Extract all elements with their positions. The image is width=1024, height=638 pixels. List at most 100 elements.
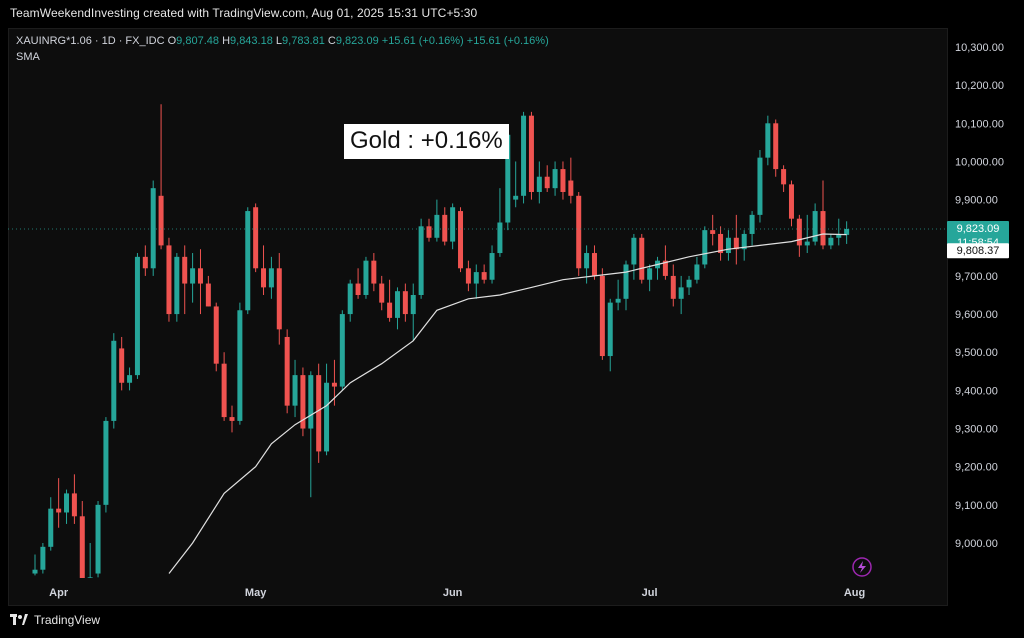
candle-body [387,302,393,318]
sma-price-tag [947,243,1009,259]
candle [615,279,621,311]
candle-body [725,237,731,254]
candle-body [261,268,267,288]
candle [536,161,542,204]
last-price-value: 9,823.09 [957,223,1000,235]
candle [599,268,605,360]
close-label: C [327,35,336,47]
candle-body [205,283,211,307]
candle-body [166,245,172,315]
candle-body [371,260,377,284]
candle-body [40,546,46,570]
candle [434,199,440,242]
candle-body [347,283,353,315]
candle [308,371,314,498]
lightning-icon[interactable] [852,557,872,577]
candle-body [788,184,794,219]
lightning-circle [852,557,872,577]
candle [513,161,519,208]
sma-indicator-label[interactable]: SMA [16,51,40,63]
y-tick-label: 9,700.00 [955,271,998,283]
chart-pane[interactable] [8,28,948,606]
candle [465,260,471,292]
candle [363,256,369,299]
open-value: 9,807.48 [176,35,219,47]
candle [812,203,818,246]
candle-body [308,375,314,429]
candle-body [142,256,148,269]
y-tick-label: 9,500.00 [955,347,998,359]
candle [757,150,763,223]
candle [292,359,298,418]
candle [733,214,739,265]
candle-body [639,237,645,280]
candle [316,363,322,463]
candle [166,237,172,322]
candle-body [229,417,235,421]
candle-body [87,577,93,578]
candle-body [710,230,716,234]
candle [725,230,731,261]
candle-body [119,348,125,383]
candle-body [190,268,196,284]
candle [418,218,424,299]
candle-body [276,268,282,330]
candle-body [292,375,298,406]
candle-body [174,256,180,315]
candle-body [568,180,574,196]
candle [64,489,70,524]
candle-body [316,375,322,452]
candle-body [686,279,692,288]
candle-body [513,195,519,200]
candle-body [820,211,826,246]
candle-body [647,268,653,280]
candle-body [394,291,400,318]
candle [127,367,133,391]
candle [284,329,290,414]
candle-body [127,375,133,383]
candle-body [591,253,597,276]
candle-body [544,176,550,189]
candle-body [497,222,503,254]
candle-body [757,157,763,215]
symbol-name[interactable]: XAUINRG*1.06 · 1D · FX_IDC [16,35,165,47]
candle-body [284,336,290,406]
candle [584,245,590,284]
candle [213,302,219,372]
candle [591,245,597,280]
candle [355,268,361,299]
candle-body [836,233,842,238]
candle-body [678,287,684,299]
candle-body [749,214,755,234]
candle-body [694,264,700,280]
candle [576,191,582,276]
candle [253,203,259,273]
candle [174,253,180,322]
candle-body [402,291,408,315]
candle-body [765,123,771,158]
y-tick-label: 9,300.00 [955,424,998,436]
candle [103,417,109,513]
candle-body [245,211,251,311]
candle-body [134,256,140,376]
candle [111,333,117,429]
candle [678,275,684,315]
y-tick-label: 9,100.00 [955,500,998,512]
candle [497,188,503,257]
candle [48,497,54,551]
candle [836,218,842,246]
candle-body [615,298,621,303]
candle [560,161,566,200]
candle [379,275,385,311]
candle [182,245,188,315]
candle-body [339,314,345,387]
candle-body [662,260,668,276]
candle [371,253,377,292]
candle [229,405,235,433]
attribution-text: TeamWeekendInvesting created with Tradin… [10,6,478,20]
high-value: 9,843.18 [230,35,273,47]
candle-body [528,115,534,192]
candle [426,218,432,242]
y-tick-label: 10,000.00 [955,156,1004,168]
